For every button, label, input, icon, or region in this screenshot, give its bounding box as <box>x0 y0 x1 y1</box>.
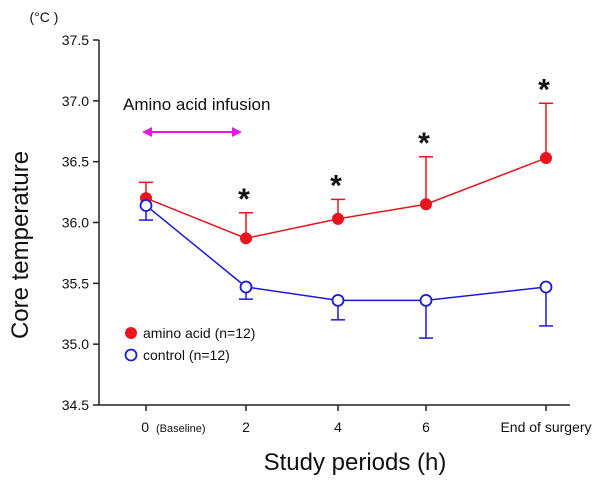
annotation-arrow-head-right <box>232 127 242 137</box>
y-unit-label: (°C ) <box>30 9 59 25</box>
data-point <box>331 293 345 307</box>
data-point <box>540 152 552 165</box>
series-layer: * * * * <box>139 73 553 339</box>
x-tick-label: End of surgery <box>500 419 591 435</box>
y-tick-label: 37.5 <box>62 32 89 48</box>
legend-marker-amino-acid <box>125 327 137 339</box>
y-tick-label: 36.0 <box>62 215 89 231</box>
data-point <box>239 280 253 294</box>
significance-star: * <box>330 169 342 202</box>
y-axis-title: Core temperature <box>7 151 34 339</box>
data-point <box>420 198 432 211</box>
axis-titles: (°C ) Core temperature Study periods (h) <box>7 9 446 476</box>
legend-marker-control <box>124 348 138 362</box>
infusion-annotation: Amino acid infusion <box>123 95 270 137</box>
data-point <box>332 212 344 225</box>
significance-star: * <box>538 73 550 106</box>
annotation-arrow-head-left <box>142 127 152 137</box>
series-control <box>139 199 553 339</box>
y-tick-label: 35.5 <box>62 275 89 291</box>
y-tick-label: 37.0 <box>62 93 89 109</box>
x-tick-label: 6 <box>422 419 430 435</box>
significance-star: * <box>418 127 430 160</box>
x-axis-title: Study periods (h) <box>264 449 447 476</box>
y-tick-label: 34.5 <box>62 397 89 413</box>
data-point <box>419 293 433 307</box>
series-amino-acid <box>139 102 553 245</box>
legend-label-amino-acid: amino acid (n=12) <box>143 325 255 341</box>
baseline-note: (Baseline) <box>156 423 206 435</box>
data-point <box>240 232 252 245</box>
series-line <box>145 157 547 240</box>
y-tick-label: 35.0 <box>62 336 89 352</box>
ticks: 34.5 35.0 35.5 36.0 36.5 37.0 37.5 0 2 4 6 End of s… <box>62 32 592 435</box>
x-tick-label: 4 <box>334 419 342 435</box>
series-line <box>145 204 547 302</box>
annotation-label: Amino acid infusion <box>123 95 270 114</box>
y-tick-label: 36.5 <box>62 154 89 170</box>
data-point <box>139 199 153 212</box>
significance-star: * <box>238 183 250 216</box>
legend: amino acid (n=12) control (n=12) <box>124 325 255 363</box>
legend-label-control: control (n=12) <box>143 347 230 363</box>
x-tick-label: 2 <box>242 419 250 435</box>
x-tick-label: 0 <box>141 419 149 435</box>
data-point <box>539 280 553 294</box>
